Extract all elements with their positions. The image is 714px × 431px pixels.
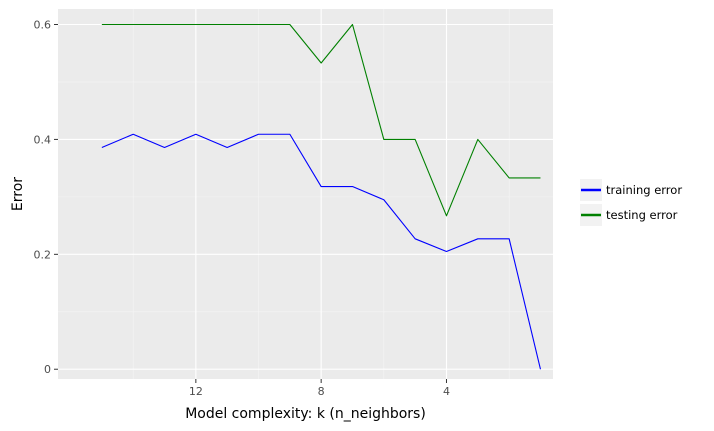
series-line-testing: [101, 23, 541, 217]
legend-label-training: training error: [606, 183, 682, 197]
x-tick-label: 4: [443, 385, 450, 398]
legend-label-testing: testing error: [606, 208, 678, 222]
y-tick-label: 0.6: [34, 19, 52, 32]
x-tick-label: 8: [318, 385, 325, 398]
plot-panel: [58, 9, 553, 379]
x-tick-label: 12: [189, 385, 203, 398]
minor-gridlines: [58, 9, 553, 379]
series-lines: [101, 23, 542, 370]
x-axis-ticks: 12 8 4: [189, 379, 450, 398]
x-axis-title: Model complexity: k (n_neighbors): [185, 406, 426, 422]
y-tick-label: 0.2: [34, 248, 52, 261]
y-axis-ticks: 0 0.2 0.4 0.6: [34, 19, 58, 376]
series-line-training: [101, 133, 542, 370]
y-tick-label: 0: [44, 363, 51, 376]
y-tick-label: 0.4: [34, 133, 52, 146]
legend: training error testing error: [580, 179, 682, 226]
y-axis-title: Error: [10, 177, 26, 211]
